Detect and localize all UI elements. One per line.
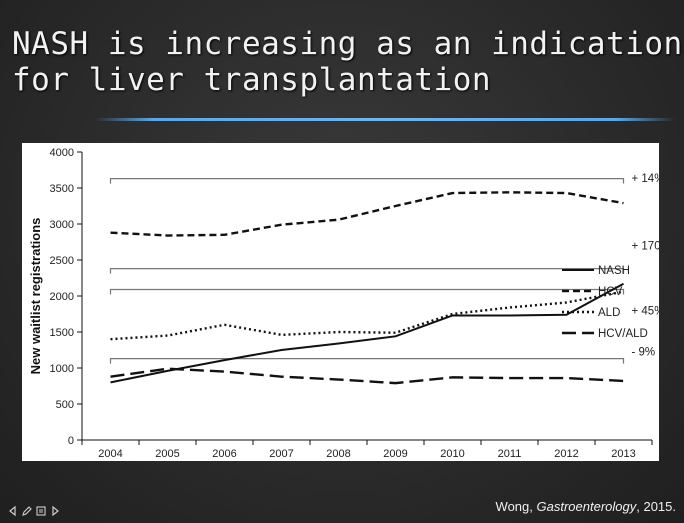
annotation-label: + 14% [632,173,660,185]
x-tick-label: 2006 [212,448,236,460]
y-tick-label: 2000 [50,291,74,303]
slide-nav [7,505,61,517]
x-tick-label: 2011 [498,448,522,460]
y-axis-label: New waitlist registrations [28,218,43,375]
y-tick-label: 1000 [50,363,74,375]
series-line-hcv [110,191,624,237]
line-chart: 0 500 1000 1500 2000 2500 3000 3500 4000 2004 2005… [28,147,660,460]
chart-panel: 0 500 1000 1500 2000 2500 3000 3500 4000 2004 2005… [22,143,659,461]
annotation-label: + 45% [632,305,660,317]
x-tick-label: 2008 [326,448,350,460]
legend-label: ALD [598,307,620,319]
prev-icon[interactable] [7,505,19,517]
citation-journal: Gastroenterology [536,499,637,514]
y-tick-label: 3000 [50,219,74,231]
x-tick-label: 2013 [611,448,635,460]
y-tick-label: 3500 [50,183,74,195]
x-tick-label: 2005 [155,448,179,460]
citation: Wong, Gastroenterology, 2015. [496,499,676,514]
x-tick-label: 2007 [269,448,293,460]
y-tick-label: 2500 [50,255,74,267]
x-tick-label: 2009 [383,448,407,460]
y-tick-label: 500 [56,399,74,411]
legend-label: HCV/ALD [598,328,648,340]
annotation-label: - 9% [632,346,656,358]
next-icon[interactable] [49,505,61,517]
slide-title-line-1: NASH is increasing as an indication [12,26,683,62]
x-tick-label: 2010 [440,448,464,460]
annotation-bracket [109,178,625,184]
series-line-nash [110,282,624,384]
notes-icon[interactable] [35,505,47,517]
y-tick-label: 1500 [50,327,74,339]
x-tick-label: 2004 [98,448,122,460]
series-line-hcv-ald [110,367,624,385]
y-tick-label: 0 [68,435,74,447]
citation-year: , 2015. [636,499,676,514]
legend-label: NASH [598,265,630,277]
legend-label: HCV [598,286,623,298]
citation-author: Wong, [495,499,537,514]
slide-title-line-2: for liver transplantation [12,62,492,98]
series-line-ald [110,290,624,341]
y-tick-label: 4000 [50,147,74,159]
title-underline [95,118,675,121]
edit-icon[interactable] [21,505,33,517]
annotation-bracket [109,358,625,364]
annotation-bracket [109,288,625,295]
x-tick-label: 2012 [554,448,578,460]
annotation-bracket [109,268,625,274]
slide-title: NASH is increasing as an indication for … [12,26,682,98]
annotation-label: + 170% [632,241,660,253]
